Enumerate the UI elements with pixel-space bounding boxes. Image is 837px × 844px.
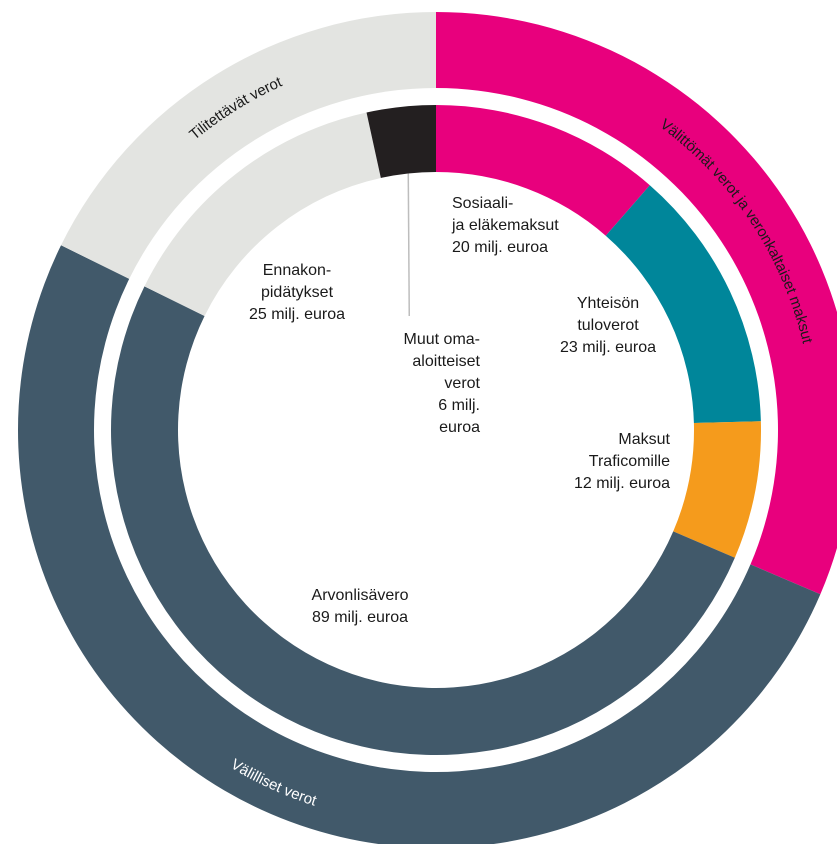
inner-ring-labels: Sosiaali-ja eläkemaksut 20 milj. euroaYht… xyxy=(249,195,671,626)
inner-label-muut-omaaloitteiset-verot: Muut oma-aloitteiset verot 6 milj. euroa xyxy=(404,331,481,436)
inner-label-maksut-traficomille: Maksut Traficomille 12 milj. euroa xyxy=(574,431,671,492)
inner-slice-muut-omaaloitteiset-verot xyxy=(366,105,436,178)
outer-slice-tilitettavat-verot xyxy=(61,11,436,279)
inner-slice-ennakonpidatykset xyxy=(144,112,381,316)
inner-label-arvonlisavero: Arvonlisävero 89 milj. euroa xyxy=(312,587,409,626)
leader-line-muut-omaaloitteiset-verot xyxy=(407,173,411,317)
inner-ring xyxy=(111,105,762,755)
outer-ring xyxy=(18,11,837,844)
inner-slice-maksut-traficomille xyxy=(673,421,762,558)
inner-slice-yhteison-tuloverot xyxy=(605,185,761,424)
inner-slice-arvonlisavero xyxy=(111,286,735,755)
outer-slice-valittomat-verot-ja-veronkaltaiset-maksut xyxy=(436,12,837,595)
outer-slice-valilliset-verot xyxy=(18,245,821,844)
inner-label-sosiaali-ja-elakemaksut: Sosiaali-ja eläkemaksut 20 milj. euroa xyxy=(451,195,559,256)
leader-lines xyxy=(407,173,411,317)
inner-slice-sosiaali-ja-elakemaksut xyxy=(436,105,650,236)
inner-label-ennakonpidatykset: Ennakon-pidätykset 25 milj. euroa xyxy=(249,262,345,323)
inner-label-yhteison-tuloverot: Yhteisön tuloverot 23 milj. euroa xyxy=(560,295,656,356)
